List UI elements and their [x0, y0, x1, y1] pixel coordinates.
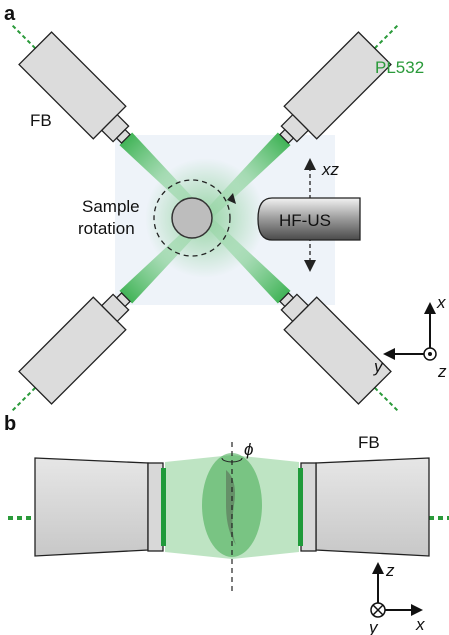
figure: a FB PL532 Sample rotation xz HF-US x y: [0, 0, 449, 635]
objective: [35, 458, 148, 556]
axis-label: y: [368, 618, 379, 635]
sample-label: Sample: [82, 197, 140, 216]
axes-a: [393, 312, 430, 354]
objective: [316, 458, 429, 556]
panel-b: b ϕ FB z y x: [4, 413, 449, 635]
objective: [301, 463, 316, 551]
panel-a: a FB PL532 Sample rotation xz HF-US x y: [0, 3, 447, 427]
panel-label: a: [4, 3, 16, 25]
lens: [161, 468, 166, 546]
objective: [148, 463, 163, 551]
sample-label: rotation: [78, 219, 135, 238]
axis-label: y: [373, 357, 384, 376]
scan-label: xz: [321, 160, 340, 179]
sample: [172, 198, 212, 238]
fiber-label: FB: [30, 111, 52, 130]
axis-label: x: [415, 615, 425, 634]
arrow: [383, 348, 395, 360]
axis-origin: [428, 352, 432, 356]
angle-label: ϕ: [244, 440, 253, 459]
lens: [298, 468, 303, 546]
axis-label: x: [436, 293, 446, 312]
fiber-label: FB: [358, 433, 380, 452]
arrow: [424, 302, 436, 314]
transducer-label: HF-US: [279, 211, 331, 230]
axis-label: z: [385, 561, 395, 580]
axis-label: z: [437, 362, 447, 381]
arrow: [372, 562, 384, 574]
panel-label: b: [4, 413, 16, 435]
laser-label: PL532: [375, 58, 424, 77]
